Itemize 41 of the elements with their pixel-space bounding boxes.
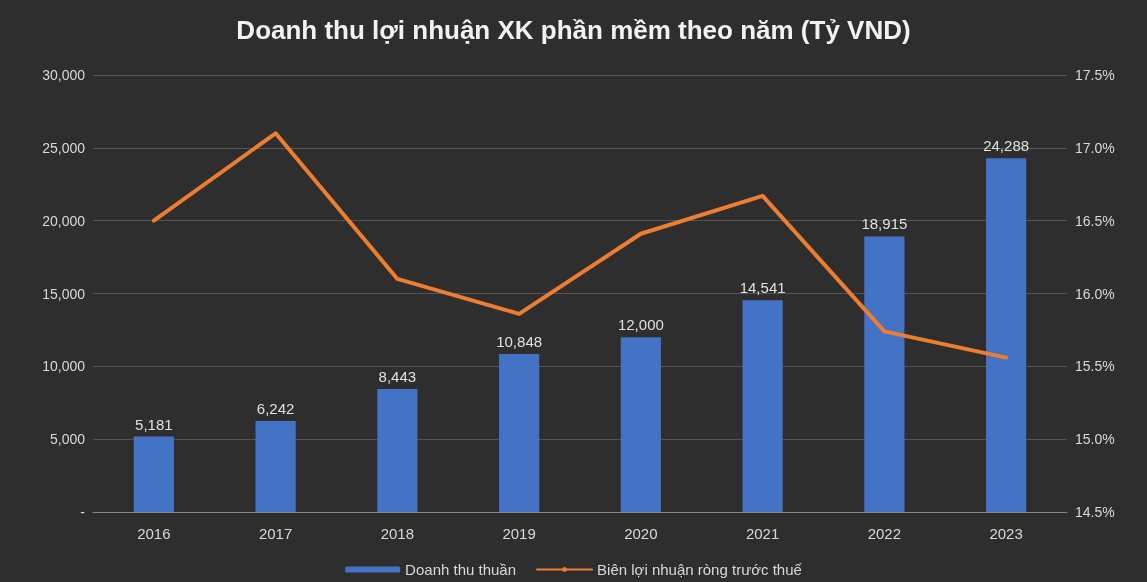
y2-tick-label: 15.0% bbox=[1075, 431, 1115, 448]
y-tick-label: 5,000 bbox=[49, 431, 86, 448]
data-label: 5,181 bbox=[135, 415, 173, 433]
data-label: 10,848 bbox=[496, 332, 543, 350]
y-tick-label: 30,000 bbox=[42, 67, 86, 83]
bar bbox=[620, 337, 661, 512]
bar bbox=[133, 436, 174, 512]
bar bbox=[499, 353, 540, 512]
data-label: 8,443 bbox=[378, 368, 417, 386]
x-tick-label: 2018 bbox=[380, 525, 415, 542]
y2-tick-label: 16.0% bbox=[1075, 285, 1115, 302]
x-tick-label: 2021 bbox=[745, 525, 780, 542]
x-tick-label: 2017 bbox=[258, 525, 293, 542]
bar bbox=[864, 236, 905, 512]
y-tick-label: 25,000 bbox=[42, 139, 86, 156]
bar bbox=[742, 300, 783, 512]
data-label: 24,288 bbox=[983, 137, 1030, 155]
data-label: 14,541 bbox=[739, 279, 786, 297]
data-label: 12,000 bbox=[617, 316, 664, 334]
x-tick-label: 2016 bbox=[137, 525, 171, 542]
data-label: 18,915 bbox=[861, 215, 908, 233]
bar bbox=[255, 421, 296, 512]
y-tick-label: - bbox=[80, 504, 86, 520]
x-tick-label: 2023 bbox=[989, 525, 1023, 542]
y-tick-label: 20,000 bbox=[42, 212, 86, 229]
x-tick-label: 2019 bbox=[502, 525, 536, 542]
y2-tick-label: 15.5% bbox=[1075, 358, 1115, 375]
x-tick-label: 2020 bbox=[624, 525, 658, 542]
y2-tick-label: 17.0% bbox=[1075, 139, 1115, 156]
y-tick-label: 10,000 bbox=[42, 358, 86, 375]
bar bbox=[986, 158, 1027, 512]
bar bbox=[377, 389, 418, 512]
y2-tick-label: 14.5% bbox=[1075, 504, 1115, 520]
y-tick-label: 15,000 bbox=[42, 285, 86, 302]
chart-title: Doanh thu lợi nhuận XK phần mềm theo năm (Tỷ VND) bbox=[236, 15, 911, 45]
legend-label: Biên lợi nhuận ròng trước thuế bbox=[597, 561, 803, 578]
x-tick-label: 2022 bbox=[867, 525, 902, 542]
legend-label: Doanh thu thuần bbox=[405, 561, 517, 578]
y2-tick-label: 16.5% bbox=[1075, 212, 1115, 229]
data-label: 6,242 bbox=[256, 400, 295, 418]
y2-tick-label: 17.5% bbox=[1075, 67, 1115, 83]
